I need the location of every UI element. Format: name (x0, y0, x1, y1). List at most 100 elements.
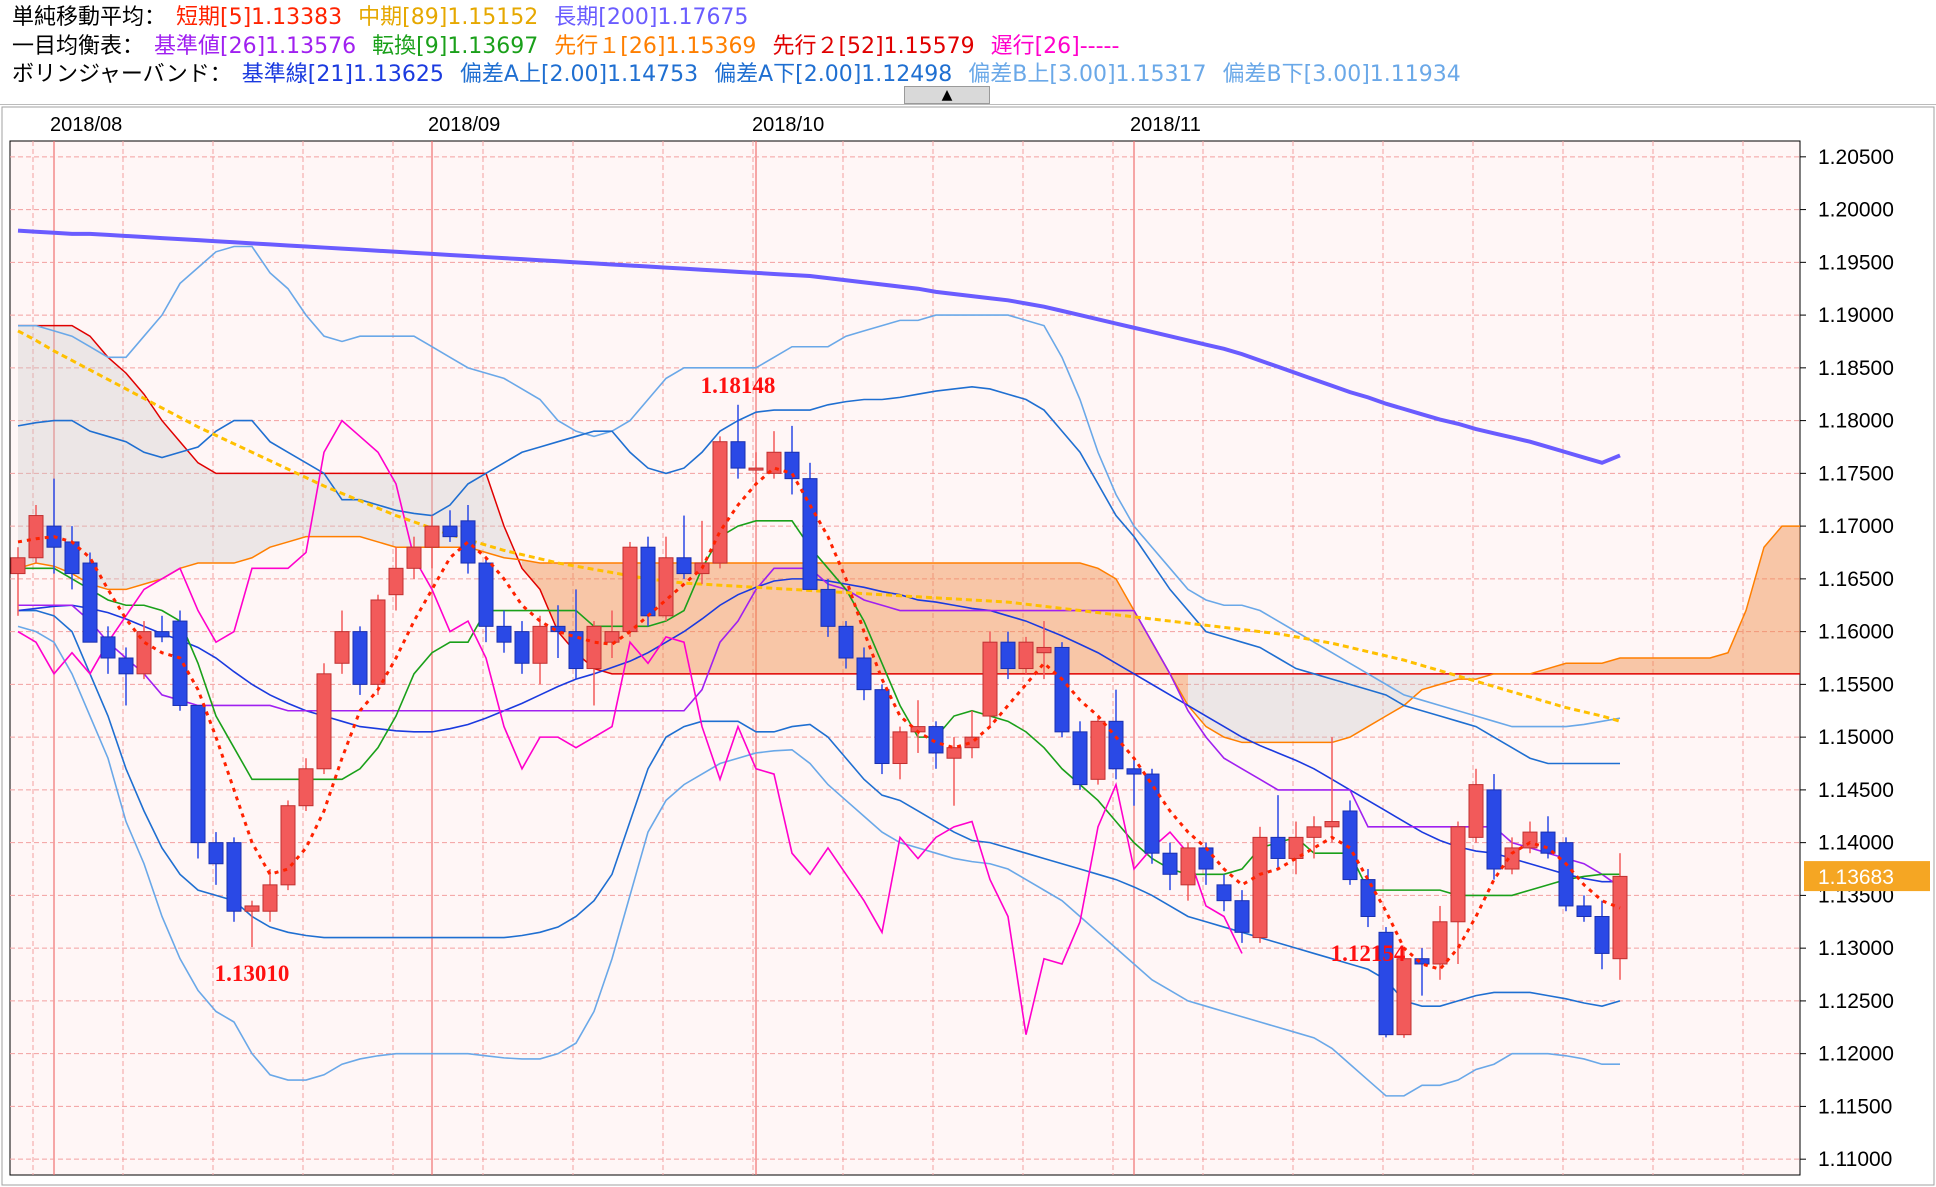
x-axis-label: 2018/08 (50, 114, 122, 136)
bearish-candle (82, 562, 98, 643)
bearish-candle (856, 657, 872, 691)
kijun-line (18, 567, 1621, 888)
bearish-candle (928, 726, 944, 754)
cloud-segment (1386, 673, 1404, 717)
bearish-candle (460, 520, 476, 564)
bearish-candle (838, 625, 854, 659)
cloud-segment (18, 325, 36, 569)
y-tick-label: 1.11000 (1818, 1148, 1892, 1171)
cloud-segment (1638, 658, 1656, 674)
bullish-candle (1324, 821, 1340, 828)
cloud-segment (324, 473, 342, 537)
bullish-candle (1252, 836, 1268, 939)
bearish-candle (1270, 836, 1286, 859)
bullish-candle (532, 625, 548, 664)
bullish-candle (1432, 921, 1448, 965)
cloud-segment (540, 563, 558, 632)
bullish-candle (406, 546, 422, 569)
cloud-segment (1728, 610, 1746, 674)
bollinger-upper2-line (17, 386, 1620, 765)
x-axis-label: 2018/09 (428, 114, 500, 136)
bearish-candle (676, 557, 692, 575)
bullish-candle (1306, 826, 1322, 838)
bollinger-lower2-line (18, 609, 1621, 1008)
bullish-candle (280, 805, 296, 886)
cloud-segment (720, 563, 738, 674)
cloud-segment (1116, 578, 1134, 674)
bearish-candle (1198, 847, 1214, 870)
cloud-segment (1350, 673, 1368, 738)
bearish-candle (1378, 931, 1394, 1036)
bullish-candle (1612, 875, 1628, 960)
x-axis-label: 2018/10 (752, 114, 824, 136)
bollinger-label: ボリンジャーバンド： (12, 62, 232, 87)
cloud-segment (1296, 673, 1314, 743)
chart-area[interactable]: 2018/08 2018/09 2018/10 2018/11 1.20500 1.200… (0, 104, 1936, 1187)
bullish-candle (1396, 958, 1412, 1036)
bullish-candle (622, 546, 638, 633)
bearish-candle (226, 842, 242, 912)
y-tick-label: 1.19500 (1818, 251, 1894, 274)
y-tick-label: 1.16500 (1818, 568, 1894, 591)
bollinger-upper2-value: 偏差A上[2.00]1.14753 (459, 62, 699, 87)
y-tick-label: 1.14500 (1818, 779, 1894, 802)
y-tick-label: 1.18000 (1818, 410, 1894, 433)
bullish-candle (1504, 847, 1520, 870)
cloud-segment (1710, 652, 1728, 674)
cloud-segment (360, 473, 378, 542)
bearish-candle (1558, 842, 1574, 907)
cloud-segment (756, 563, 774, 674)
cloud-segment (216, 473, 234, 564)
bearish-candle (100, 636, 116, 659)
bullish-candle (1180, 847, 1196, 886)
candlestick-chart[interactable]: 2018/08 2018/09 2018/10 2018/11 1.20500 1.200… (0, 105, 1936, 1187)
y-tick-label: 1.20500 (1818, 146, 1894, 169)
bullish-candle (334, 631, 350, 664)
cloud-segment (1044, 563, 1062, 674)
bearish-candle (478, 562, 494, 627)
cloud-segment (198, 462, 216, 564)
cloud-segment (738, 563, 756, 674)
chikou-line (17, 419, 1243, 1035)
price-annotation: 1.12154 (1331, 941, 1406, 966)
bearish-candle (64, 541, 80, 575)
cloud-segment (36, 325, 54, 567)
cloud-segment (1584, 663, 1602, 674)
cloud-segment (108, 357, 126, 590)
bearish-candle (784, 451, 800, 480)
cloud-segment (1692, 658, 1710, 674)
bollinger-mid-value: 基準線[21]1.13625 (241, 62, 444, 87)
cloud-segment (1548, 663, 1566, 674)
cloud-segment (1746, 547, 1764, 674)
cloud-segment (54, 325, 72, 574)
cloud-segment (342, 473, 360, 537)
bearish-candle (874, 689, 890, 765)
bearish-candle (1594, 916, 1610, 954)
price-annotation: 1.18148 (701, 373, 776, 398)
bearish-candle (568, 631, 584, 670)
cloud-segment (1314, 673, 1332, 743)
bullish-candle (244, 905, 260, 912)
sma-label: 単純移動平均： (12, 5, 167, 30)
cloud-segment (1332, 673, 1350, 743)
bearish-candle (1234, 900, 1250, 933)
bearish-candle (820, 588, 836, 627)
cloud-segment (1620, 658, 1638, 674)
y-tick-label: 1.12500 (1818, 990, 1894, 1013)
cloud-segment (1674, 658, 1692, 674)
cloud-segment (1098, 568, 1116, 674)
collapse-legend-button[interactable]: ▲ (904, 86, 990, 104)
bearish-candle (1054, 646, 1070, 733)
bollinger-lower3-line (17, 625, 1620, 1097)
bullish-candle (28, 515, 44, 559)
cloud-segment (1440, 673, 1458, 685)
bullish-candle (766, 451, 782, 474)
bullish-candle (586, 625, 602, 670)
bullish-candle (136, 631, 152, 675)
bearish-candle (730, 441, 746, 469)
cloud-segment (1368, 673, 1386, 727)
bullish-candle (892, 731, 908, 765)
cloud-segment (288, 473, 306, 542)
bullish-candle (946, 747, 962, 759)
bearish-candle (640, 546, 656, 617)
